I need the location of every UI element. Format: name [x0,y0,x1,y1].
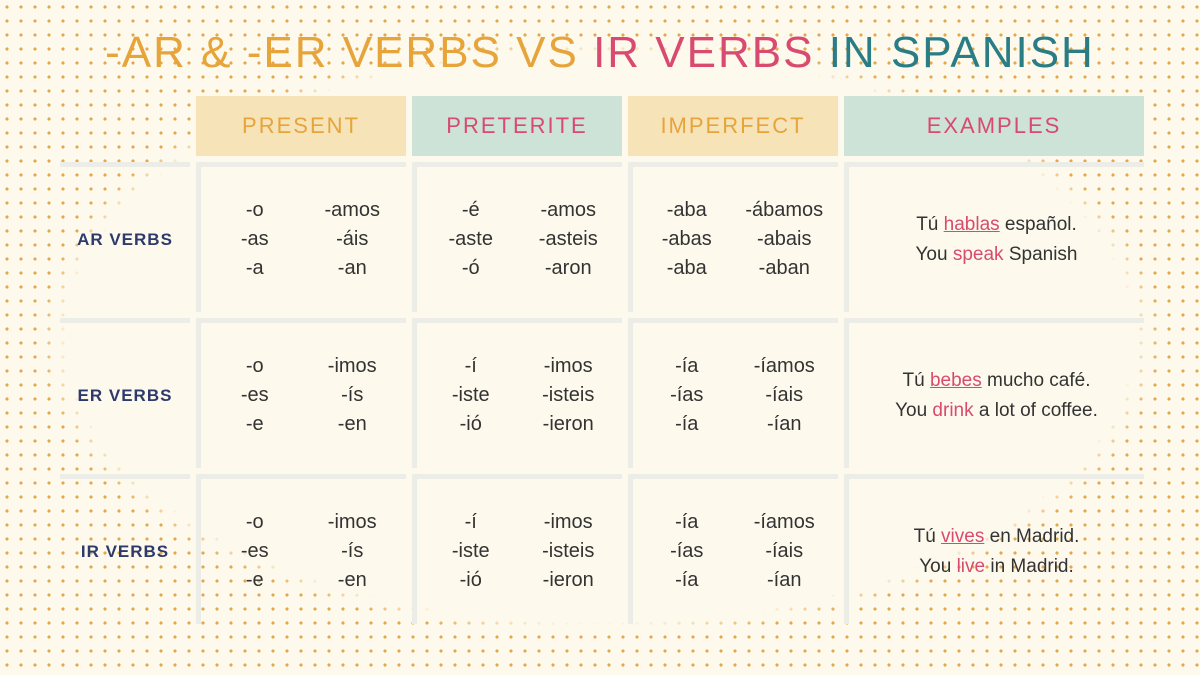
conj: -asteis [527,228,611,251]
conj: -ó [429,257,513,280]
cell-er-present: -o -imos -es -ís -e -en [196,318,406,468]
conj: -aste [429,228,513,251]
conj: -ían [743,569,827,592]
example-es: Tú hablas español. [916,214,1077,236]
conj: -ían [743,413,827,436]
title-part3: IN SPANISH [829,28,1095,77]
conj: -o [213,511,297,534]
conj: -abas [645,228,729,251]
conj: -ías [645,384,729,407]
conj: -íamos [743,355,827,378]
conj: -abais [743,228,827,251]
conj: -imos [527,355,611,378]
conj: -íais [743,540,827,563]
example-en: You live in Madrid. [919,556,1074,578]
conj: -ió [429,569,513,592]
conj: -í [429,355,513,378]
conj: -as [213,228,297,251]
conj: -es [213,540,297,563]
title-vs: VS [516,28,579,77]
conj: -ías [645,540,729,563]
conj: -imos [311,511,395,534]
conj: -en [311,413,395,436]
conj: -en [311,569,395,592]
cell-ar-preterite: -é -amos -aste -asteis -ó -aron [412,162,622,312]
verb-en: live [957,556,986,577]
conj: -í [429,511,513,534]
header-imperfect: IMPERFECT [628,96,838,156]
conj: -o [213,199,297,222]
verb-en: drink [932,400,973,421]
rowlabel-ar: AR VERBS [60,162,190,312]
cell-er-preterite: -í -imos -iste -isteis -ió -ieron [412,318,622,468]
rowlabel-ir: IR VERBS [60,474,190,624]
conj: -es [213,384,297,407]
conj: -e [213,413,297,436]
title-part1: -AR & -ER VERBS [105,28,502,77]
cell-ir-preterite: -í -imos -iste -isteis -ió -ieron [412,474,622,624]
cell-ar-example: Tú hablas español. You speak Spanish [844,162,1144,312]
conj: -íamos [743,511,827,534]
conj: -íais [743,384,827,407]
conj: -ía [645,511,729,534]
verb-en: speak [953,244,1004,265]
conj: -ía [645,355,729,378]
verb-es: bebes [930,370,982,391]
conj: -amos [311,199,395,222]
conjugation-table: PRESENT PRETERITE IMPERFECT EXAMPLES AR … [60,96,1140,624]
cell-ar-imperfect: -aba -ábamos -abas -abais -aba -aban [628,162,838,312]
example-en: You speak Spanish [916,244,1078,266]
conj: -ieron [527,413,611,436]
cell-ar-present: -o -amos -as -áis -a -an [196,162,406,312]
conj: -ió [429,413,513,436]
conj: -an [311,257,395,280]
conj: -iste [429,540,513,563]
page-title: -AR & -ER VERBS VS IR VERBS IN SPANISH [60,28,1140,78]
conj: -o [213,355,297,378]
verb-es: vives [941,526,984,547]
cell-er-imperfect: -ía -íamos -ías -íais -ía -ían [628,318,838,468]
header-present: PRESENT [196,96,406,156]
example-es: Tú vives en Madrid. [914,526,1080,548]
content-wrapper: -AR & -ER VERBS VS IR VERBS IN SPANISH P… [0,0,1200,644]
conj: -amos [527,199,611,222]
conj: -iste [429,384,513,407]
conj: -imos [311,355,395,378]
cell-ir-present: -o -imos -es -ís -e -en [196,474,406,624]
conj: -ieron [527,569,611,592]
example-es: Tú bebes mucho café. [902,370,1090,392]
cell-ir-imperfect: -ía -íamos -ías -íais -ía -ían [628,474,838,624]
conj: -e [213,569,297,592]
example-en: You drink a lot of coffee. [895,400,1098,422]
cell-er-example: Tú bebes mucho café. You drink a lot of … [844,318,1144,468]
conj: -ís [311,384,395,407]
conj: -ís [311,540,395,563]
header-examples: EXAMPLES [844,96,1144,156]
header-blank [60,96,190,156]
conj: -a [213,257,297,280]
cell-ir-example: Tú vives en Madrid. You live in Madrid. [844,474,1144,624]
rowlabel-er: ER VERBS [60,318,190,468]
title-part2: IR VERBS [593,28,814,77]
conj: -é [429,199,513,222]
conj: -aba [645,199,729,222]
conj: -ábamos [743,199,827,222]
conj: -imos [527,511,611,534]
conj: -ía [645,413,729,436]
conj: -isteis [527,384,611,407]
conj: -ía [645,569,729,592]
conj: -áis [311,228,395,251]
conj: -isteis [527,540,611,563]
conj: -aba [645,257,729,280]
conj: -aron [527,257,611,280]
verb-es: hablas [944,214,1000,235]
conj: -aban [743,257,827,280]
header-preterite: PRETERITE [412,96,622,156]
